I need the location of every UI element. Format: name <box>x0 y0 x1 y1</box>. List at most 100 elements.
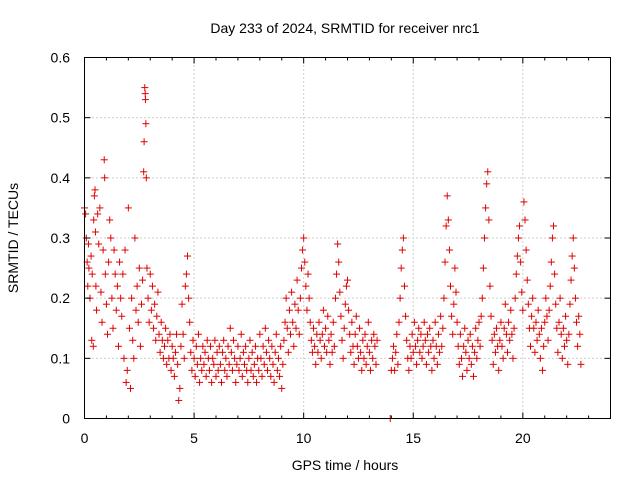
data-point <box>425 348 433 356</box>
data-point <box>151 300 159 308</box>
data-point <box>256 330 264 338</box>
data-point <box>128 294 136 302</box>
data-point <box>463 366 471 374</box>
data-point <box>345 306 353 314</box>
data-point <box>519 306 527 314</box>
data-point <box>392 348 400 356</box>
data-point <box>142 120 150 128</box>
data-point <box>512 270 520 278</box>
data-point <box>420 318 428 326</box>
data-point <box>445 246 453 254</box>
data-point <box>261 324 269 332</box>
data-point <box>318 330 326 338</box>
data-point <box>348 318 356 326</box>
data-point <box>556 294 564 302</box>
y-tick-label: 0.2 <box>51 290 71 306</box>
data-point <box>88 336 96 344</box>
data-point <box>503 348 511 356</box>
data-point <box>164 336 172 344</box>
data-point <box>511 294 519 302</box>
data-point <box>330 342 338 350</box>
data-point <box>400 282 408 290</box>
data-point <box>262 348 270 356</box>
data-point <box>396 294 404 302</box>
data-point <box>279 360 287 368</box>
data-point <box>449 330 457 338</box>
data-point <box>299 246 307 254</box>
data-point <box>543 312 551 320</box>
data-point <box>460 342 468 350</box>
data-point <box>422 360 430 368</box>
data-point <box>211 336 219 344</box>
data-point <box>397 264 405 272</box>
data-point <box>302 282 310 290</box>
data-point <box>123 366 131 374</box>
data-point <box>359 336 367 344</box>
data-point <box>202 372 210 380</box>
y-tick-label: 0.6 <box>51 50 71 66</box>
data-point <box>516 222 524 230</box>
data-point <box>189 336 197 344</box>
data-point <box>399 234 407 242</box>
data-point <box>523 276 531 284</box>
data-point <box>448 312 456 320</box>
data-point <box>553 324 561 332</box>
data-point <box>457 354 465 362</box>
data-point <box>199 342 207 350</box>
data-point <box>505 318 513 326</box>
data-point <box>402 312 410 320</box>
data-point <box>486 282 494 290</box>
data-point <box>184 252 192 260</box>
data-point <box>311 342 319 350</box>
data-point <box>292 324 300 332</box>
data-point <box>287 330 295 338</box>
data-point <box>283 324 291 332</box>
data-point <box>352 312 360 320</box>
data-point <box>274 354 282 362</box>
data-point <box>344 276 351 284</box>
data-point <box>260 360 268 368</box>
data-point <box>264 366 272 374</box>
data-point <box>334 240 342 248</box>
data-point <box>417 330 425 338</box>
data-point <box>95 240 103 248</box>
data-point <box>114 342 122 350</box>
data-point <box>133 282 141 290</box>
data-point <box>248 348 256 356</box>
data-point <box>480 234 488 242</box>
data-point <box>473 354 481 362</box>
data-point <box>464 336 472 344</box>
data-point <box>153 312 161 320</box>
data-point <box>293 276 301 284</box>
data-point <box>443 192 451 200</box>
data-point <box>89 342 97 350</box>
data-point <box>98 318 106 326</box>
data-point <box>388 354 396 362</box>
data-point <box>455 360 463 368</box>
data-point <box>409 348 417 356</box>
data-point <box>471 348 479 356</box>
data-point <box>487 312 495 320</box>
data-point <box>529 294 537 302</box>
data-point <box>94 210 102 218</box>
data-point <box>341 300 349 308</box>
data-point <box>462 348 470 356</box>
data-point <box>356 324 364 332</box>
data-point <box>484 168 492 176</box>
data-point <box>157 318 165 326</box>
data-point <box>564 360 572 368</box>
tick-labels: 0 0.1 0.2 0.3 0.4 0.5 0.6 0 5 10 15 20 <box>51 50 531 447</box>
data-point <box>219 348 227 356</box>
data-point <box>257 354 265 362</box>
data-point <box>336 288 344 296</box>
data-point <box>360 354 368 362</box>
data-point <box>393 330 401 338</box>
data-point <box>91 228 99 236</box>
x-tick-label: 15 <box>405 430 421 446</box>
data-point <box>182 270 190 278</box>
data-point <box>177 342 185 350</box>
data-point <box>306 318 314 326</box>
data-point <box>107 234 115 242</box>
data-point <box>196 378 204 386</box>
data-point <box>522 246 530 254</box>
